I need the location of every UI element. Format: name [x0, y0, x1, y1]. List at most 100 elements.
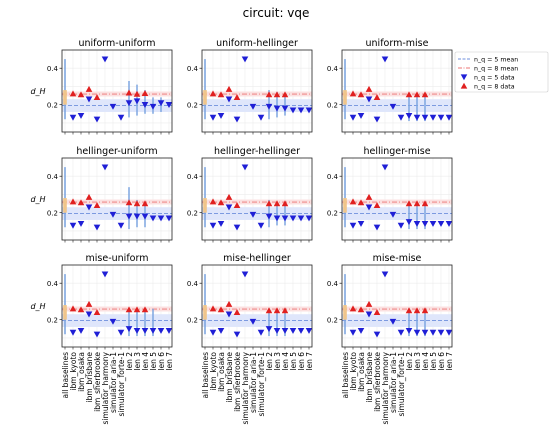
marker-n5	[381, 271, 389, 278]
marker-n5	[209, 329, 217, 336]
marker-n5	[257, 329, 265, 336]
baseline-box	[63, 90, 67, 105]
marker-n5	[405, 112, 413, 119]
band-n8	[342, 91, 452, 97]
x-tick-label: len 2	[265, 352, 274, 371]
panel-plot-area	[62, 158, 172, 240]
marker-n5	[77, 220, 85, 227]
marker-n5	[225, 311, 233, 318]
marker-n8	[233, 309, 241, 316]
marker-n8	[357, 91, 365, 98]
marker-n8	[225, 85, 233, 92]
x-tick-label: simulator_harmony	[101, 351, 110, 424]
band-n8	[62, 306, 172, 312]
marker-n8	[349, 198, 357, 205]
marker-n5	[69, 329, 77, 336]
baseline-box	[203, 305, 207, 320]
panel-uniform-hellinger: uniform-hellinger 0.2 0.4	[187, 38, 313, 135]
marker-n5	[365, 311, 373, 318]
marker-n8	[209, 90, 217, 97]
x-tick-label: all baselines	[201, 352, 210, 399]
marker-n8	[349, 305, 357, 312]
marker-n5	[413, 329, 421, 336]
panel-mise-uniform: mise-uniform 0.2 0.4 d_H	[30, 253, 173, 350]
marker-n5	[141, 213, 149, 220]
marker-n8	[125, 306, 133, 313]
baseline-box	[63, 305, 67, 320]
marker-n5	[225, 204, 233, 211]
panel-title: hellinger-hellinger	[214, 146, 300, 157]
marker-n8	[357, 199, 365, 206]
x-tick-label: ibm_osaka	[77, 352, 86, 392]
marker-n5	[217, 112, 225, 119]
x-tick-labels: all baselines ibm_kyoto ibm_osaka ibm_brisb…	[61, 351, 454, 424]
panel-frame	[341, 49, 453, 133]
marker-n5	[93, 224, 101, 231]
panel-hellinger-mise: hellinger-mise 0.2 0.4	[327, 146, 453, 243]
y-axis-label: d_H	[30, 302, 45, 311]
panel-plot-area	[202, 265, 312, 347]
marker-n5	[429, 114, 437, 121]
baseline-box	[343, 90, 347, 105]
legend-box	[454, 51, 549, 93]
marker-n5	[289, 215, 297, 222]
marker-n8	[413, 200, 421, 207]
marker-n8	[405, 307, 413, 314]
marker-n8	[281, 307, 289, 314]
marker-n5	[421, 329, 429, 336]
marker-n5	[165, 102, 172, 108]
marker-n5	[101, 164, 109, 171]
marker-n5	[437, 114, 445, 121]
marker-n5	[289, 107, 297, 114]
legend-label: n_q = 5 mean	[474, 57, 518, 64]
marker-n5	[233, 224, 241, 231]
marker-n8	[69, 198, 77, 205]
marker-n5	[241, 56, 249, 63]
x-tick-label: len 5	[149, 352, 158, 371]
marker-n5	[217, 220, 225, 227]
marker-n8	[365, 193, 373, 200]
marker-n8	[125, 89, 133, 96]
marker-n5	[125, 326, 133, 333]
y-axis-label: d_H	[30, 195, 45, 204]
x-tick-label: len 7	[305, 352, 314, 371]
band-n8	[202, 306, 312, 312]
marker-n5	[357, 327, 365, 334]
panel-frame	[341, 264, 453, 348]
panel-hellinger-uniform: hellinger-uniform 0.2 0.4 d_H	[30, 146, 173, 243]
marker-n5	[381, 56, 389, 63]
marker-n8	[217, 199, 225, 206]
marker-n8	[69, 305, 77, 312]
panel-plot-area	[342, 265, 452, 347]
x-tick-label: len 2	[405, 352, 414, 371]
marker-n5	[117, 114, 125, 121]
marker-n8	[209, 198, 217, 205]
marker-n8	[281, 91, 289, 98]
marker-n8	[273, 200, 281, 207]
marker-n5	[357, 112, 365, 119]
marker-n5	[241, 164, 249, 171]
marker-n5	[149, 327, 157, 334]
marker-n8	[133, 90, 141, 97]
marker-n5	[397, 329, 405, 336]
marker-n5	[77, 327, 85, 334]
band-n8	[62, 91, 172, 97]
marker-n5	[233, 331, 241, 338]
marker-n5	[265, 326, 273, 333]
band-n8	[202, 91, 312, 97]
band-n8	[342, 199, 452, 205]
marker-n5	[281, 215, 289, 222]
marker-n5	[85, 96, 93, 103]
marker-n8	[77, 306, 85, 313]
panel-frame	[61, 157, 173, 241]
marker-n8	[93, 309, 101, 316]
baseline-box	[343, 198, 347, 213]
panel-title: uniform-hellinger	[216, 38, 298, 49]
x-tick-label: len 4	[141, 352, 150, 371]
x-tick-label: len 6	[437, 352, 446, 371]
legend-swatch	[460, 74, 468, 81]
y-tick-label: 0.2	[187, 210, 198, 218]
marker-n8	[265, 307, 273, 314]
x-tick-label: ibm_brisbane	[225, 352, 234, 403]
